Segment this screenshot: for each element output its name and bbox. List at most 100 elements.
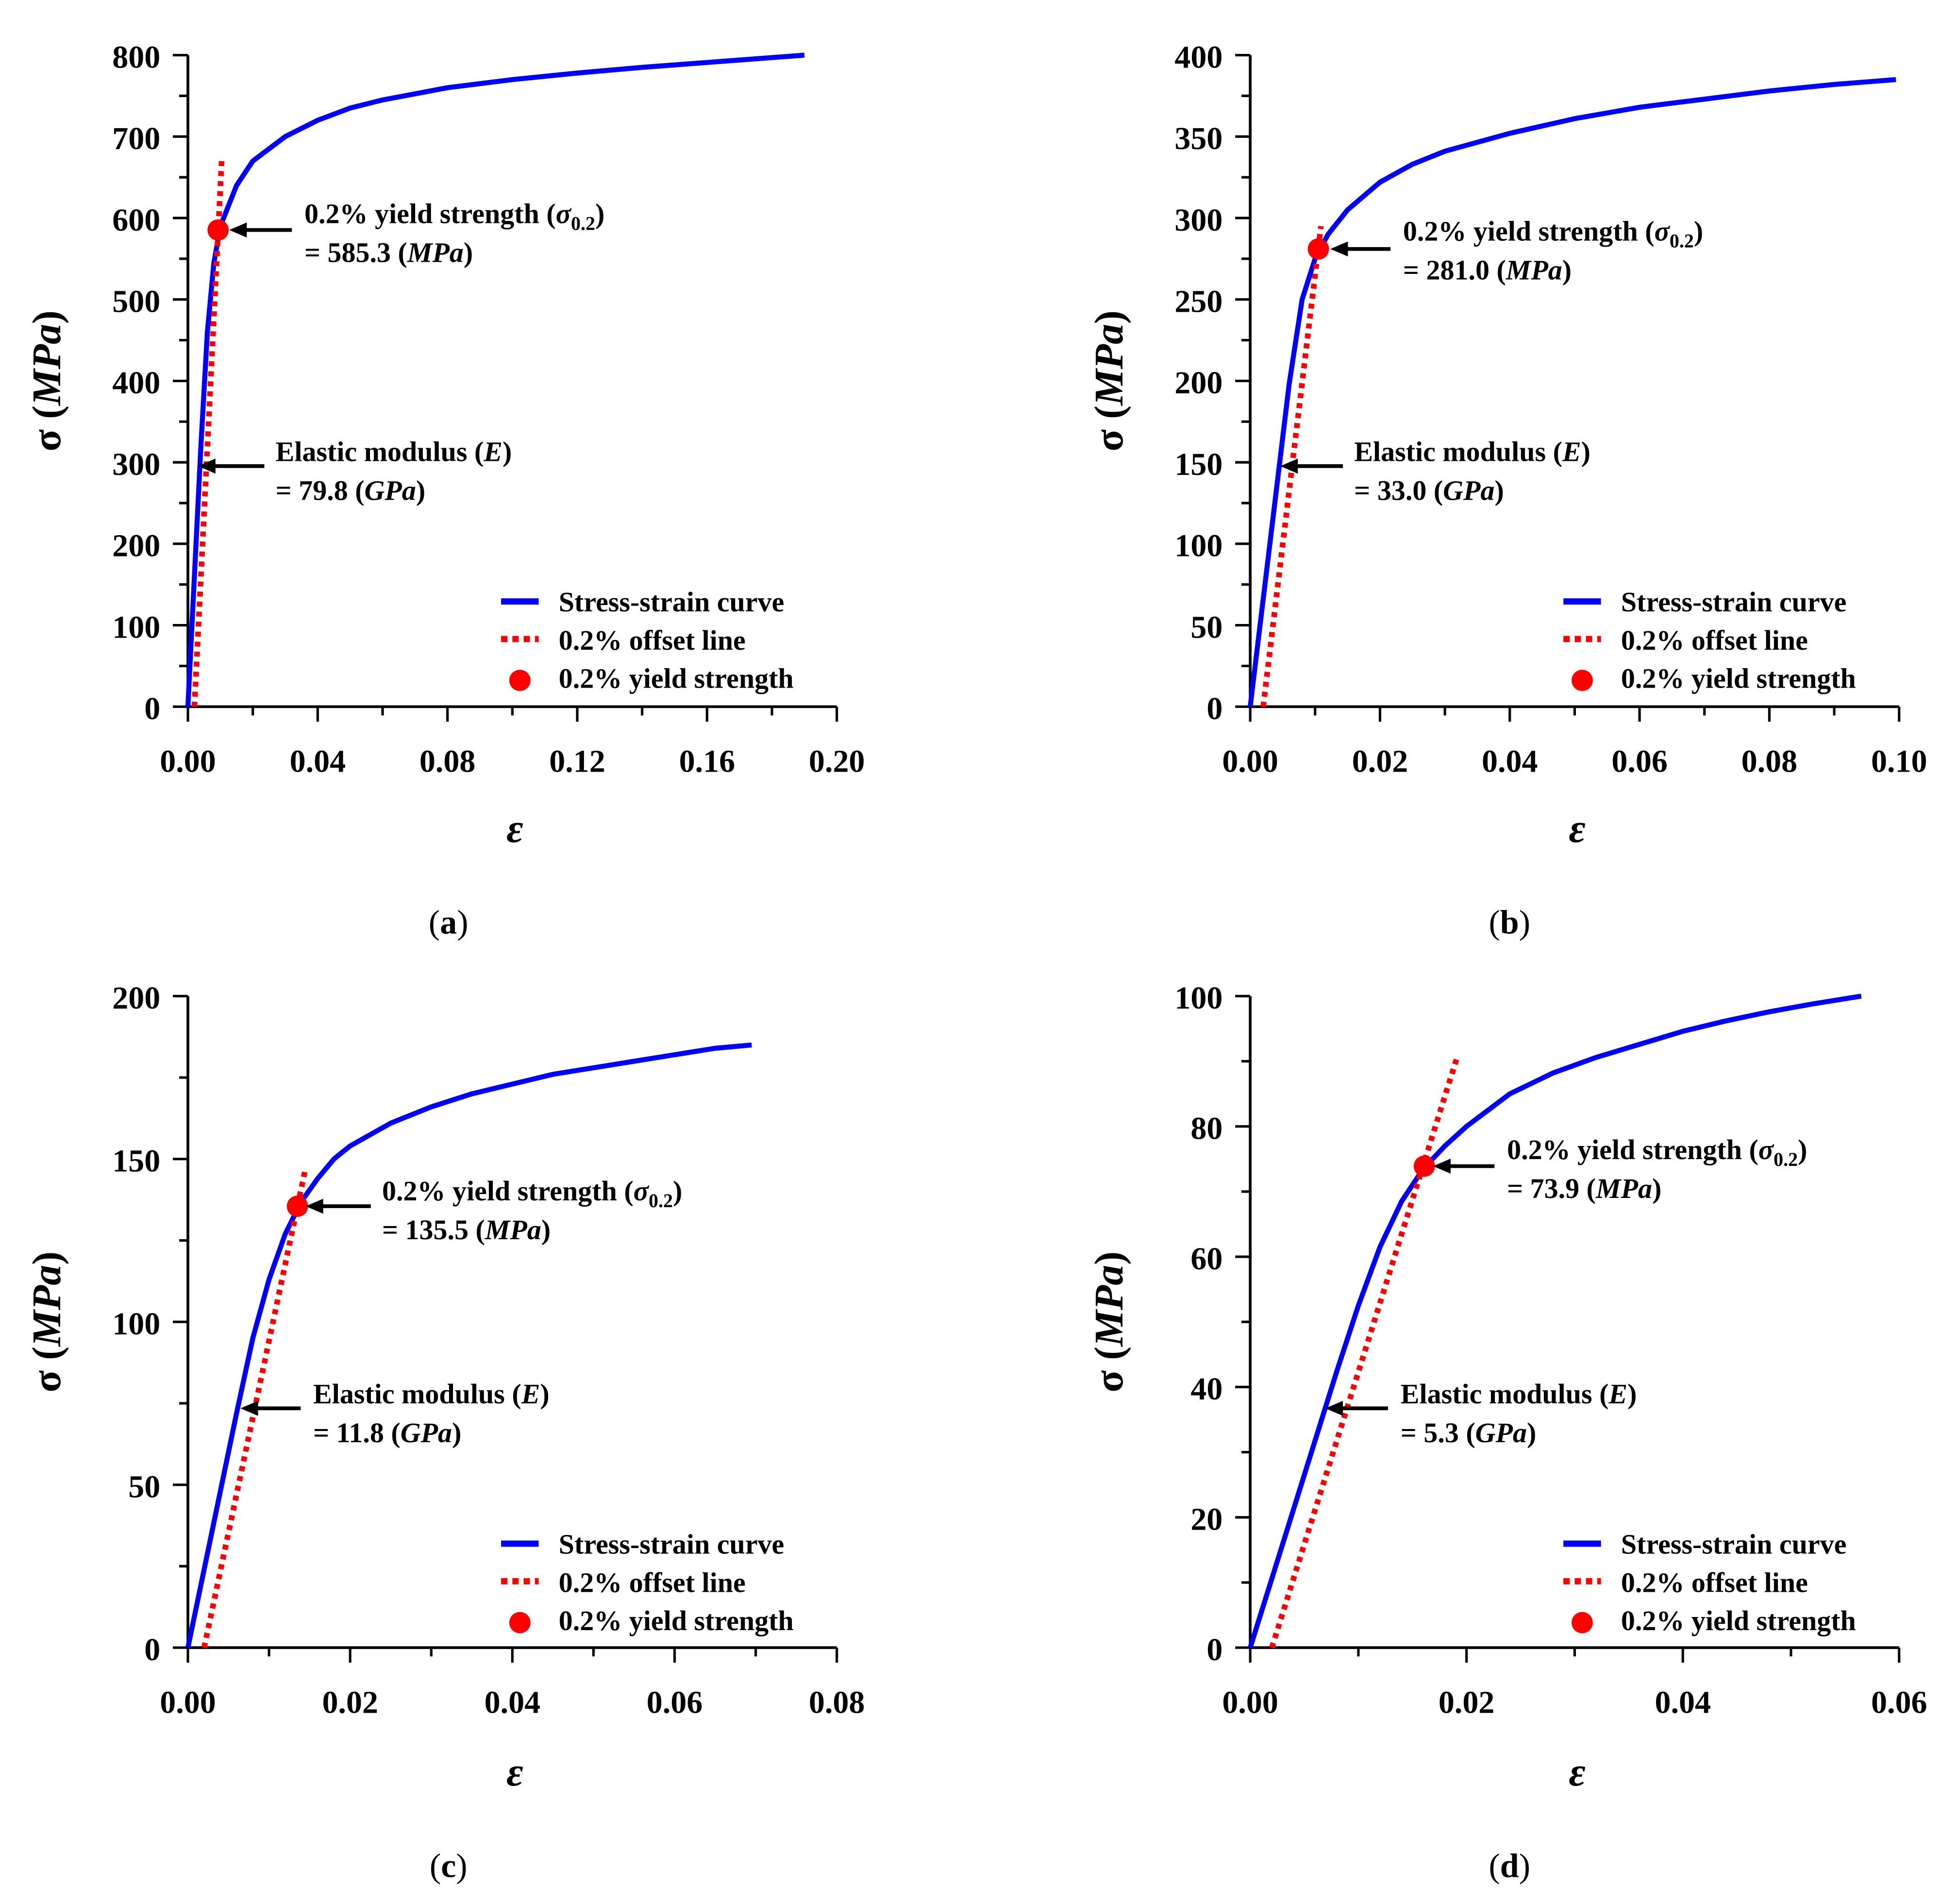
x-tick-label: 0.00 <box>160 743 216 779</box>
x-axis-label: ε <box>506 806 523 851</box>
x-tick-label: 0.00 <box>1222 1685 1278 1720</box>
stress-strain-curve <box>1248 77 1896 707</box>
yield-annotation-line1: 0.2% yield strength (σ0.2) <box>304 198 604 234</box>
yield-annotation-text: 0.2% yield strength ( <box>1507 1134 1758 1165</box>
y-tick-label: 0 <box>1206 1632 1222 1668</box>
yield-close: ) <box>1652 1173 1661 1204</box>
yield-annotation-line2: = 281.0 (MPa) <box>1403 254 1572 286</box>
y-axis-open: ( <box>1087 405 1132 419</box>
x-tick-label: 0.06 <box>1871 1685 1927 1720</box>
modulus-value: = 5.3 ( <box>1401 1417 1475 1449</box>
modulus-unit: GPa <box>1443 475 1494 506</box>
sigma-subscript: 0.2 <box>1670 230 1694 252</box>
y-tick-label: 100 <box>1174 528 1222 564</box>
modulus-annotation-close: ) <box>1581 436 1590 468</box>
sigma-subscript: 0.2 <box>571 212 595 234</box>
stress-strain-curve <box>185 52 805 707</box>
y-tick-label: 50 <box>1190 609 1222 645</box>
modulus-value: = 33.0 ( <box>1354 475 1443 506</box>
y-axis-unit: MPa <box>24 324 69 406</box>
legend-label: 0.2% offset line <box>1621 624 1808 656</box>
legend-label: Stress-strain curve <box>1621 586 1846 618</box>
caption-letter: c <box>441 1847 456 1885</box>
y-axis-label: σ (MPa) <box>1087 1251 1132 1393</box>
yield-annotation-line1: 0.2% yield strength (σ0.2) <box>1403 215 1703 252</box>
sigma-subscript: 0.2 <box>649 1190 673 1212</box>
caption-letter: b <box>1500 904 1519 941</box>
x-tick-label: 0.04 <box>1482 743 1538 779</box>
caption-open: ( <box>1489 904 1500 941</box>
legend-label: Stress-strain curve <box>559 586 784 618</box>
y-tick-label: 60 <box>1190 1241 1222 1277</box>
x-tick-label: 0.20 <box>809 743 865 779</box>
yield-annotation-text: 0.2% yield strength ( <box>1403 215 1655 247</box>
y-tick-label: 20 <box>1190 1502 1222 1537</box>
yield-arrow-head <box>305 1198 323 1214</box>
caption-close: ) <box>1519 904 1530 941</box>
y-tick-label: 100 <box>1174 980 1222 1016</box>
panel-c <box>173 994 838 1663</box>
yield-close: ) <box>464 236 473 268</box>
panel-caption: (d) <box>1489 1847 1530 1885</box>
y-tick-label: 150 <box>1174 447 1222 482</box>
y-axis-symbol: σ <box>24 1360 69 1393</box>
modulus-annotation-text: Elastic modulus ( <box>276 436 484 468</box>
x-tick-label: 0.16 <box>679 743 736 779</box>
panel-caption: (c) <box>430 1847 468 1885</box>
y-tick-label: 400 <box>112 365 160 401</box>
y-tick-label: 400 <box>1174 39 1222 75</box>
yield-value: = 135.5 ( <box>382 1214 485 1246</box>
y-axis-unit: MPa <box>1087 1265 1132 1348</box>
y-axis-close: ) <box>1087 1251 1132 1265</box>
modulus-symbol: E <box>521 1378 540 1410</box>
y-tick-label: 0 <box>144 1632 160 1668</box>
modulus-annotation-line1: Elastic modulus (E) <box>276 436 512 468</box>
modulus-value: = 11.8 ( <box>313 1417 401 1449</box>
modulus-close: ) <box>1527 1417 1536 1449</box>
yield-close: ) <box>541 1214 551 1246</box>
panel-a <box>173 52 838 722</box>
modulus-annotation-text: Elastic modulus ( <box>1401 1378 1609 1410</box>
modulus-arrow-head <box>240 1400 258 1416</box>
yield-annotation-line2: = 585.3 (MPa) <box>304 236 473 268</box>
modulus-annotation-line1: Elastic modulus (E) <box>1354 436 1590 468</box>
yield-annotation-line1: 0.2% yield strength (σ0.2) <box>1507 1134 1807 1170</box>
x-tick-label: 0.00 <box>160 1685 216 1720</box>
legend-swatch-yield <box>1571 670 1593 691</box>
modulus-close: ) <box>416 475 425 506</box>
y-axis-open: ( <box>1087 1347 1132 1360</box>
modulus-arrow-head <box>1325 1400 1343 1416</box>
modulus-annotation-line2: = 33.0 (GPa) <box>1354 475 1504 506</box>
modulus-symbol: E <box>1608 1378 1627 1410</box>
stress-strain-curve <box>1248 994 1862 1649</box>
modulus-unit: GPa <box>1475 1417 1527 1449</box>
modulus-annotation-close: ) <box>1627 1378 1637 1410</box>
yield-arrow-head <box>229 222 247 238</box>
y-tick-label: 800 <box>112 39 160 75</box>
modulus-arrow-head <box>1280 458 1298 474</box>
yield-annotation-close: ) <box>1798 1134 1807 1165</box>
yield-arrow-head <box>1330 241 1348 257</box>
yield-close: ) <box>1562 254 1572 286</box>
modulus-annotation-text: Elastic modulus ( <box>313 1378 521 1410</box>
yield-point <box>1307 238 1329 260</box>
y-tick-label: 0 <box>144 691 160 726</box>
yield-value: = 585.3 ( <box>304 236 407 268</box>
y-axis-unit: MPa <box>1087 324 1132 406</box>
x-tick-label: 0.08 <box>419 743 476 779</box>
modulus-close: ) <box>452 1417 461 1449</box>
y-tick-label: 500 <box>112 284 160 319</box>
yield-annotation-close: ) <box>1694 215 1703 247</box>
x-tick-label: 0.06 <box>647 1685 703 1720</box>
y-tick-label: 200 <box>1174 365 1222 401</box>
y-axis-close: ) <box>1087 310 1132 324</box>
y-tick-label: 150 <box>112 1144 160 1179</box>
modulus-annotation-text: Elastic modulus ( <box>1354 436 1562 468</box>
sigma-symbol: σ <box>1655 215 1671 247</box>
yield-annotation-close: ) <box>673 1175 682 1207</box>
y-tick-label: 200 <box>112 528 160 564</box>
modulus-unit: GPa <box>401 1417 452 1449</box>
modulus-annotation-line1: Elastic modulus (E) <box>1401 1378 1637 1410</box>
y-axis-open: ( <box>24 1347 69 1360</box>
